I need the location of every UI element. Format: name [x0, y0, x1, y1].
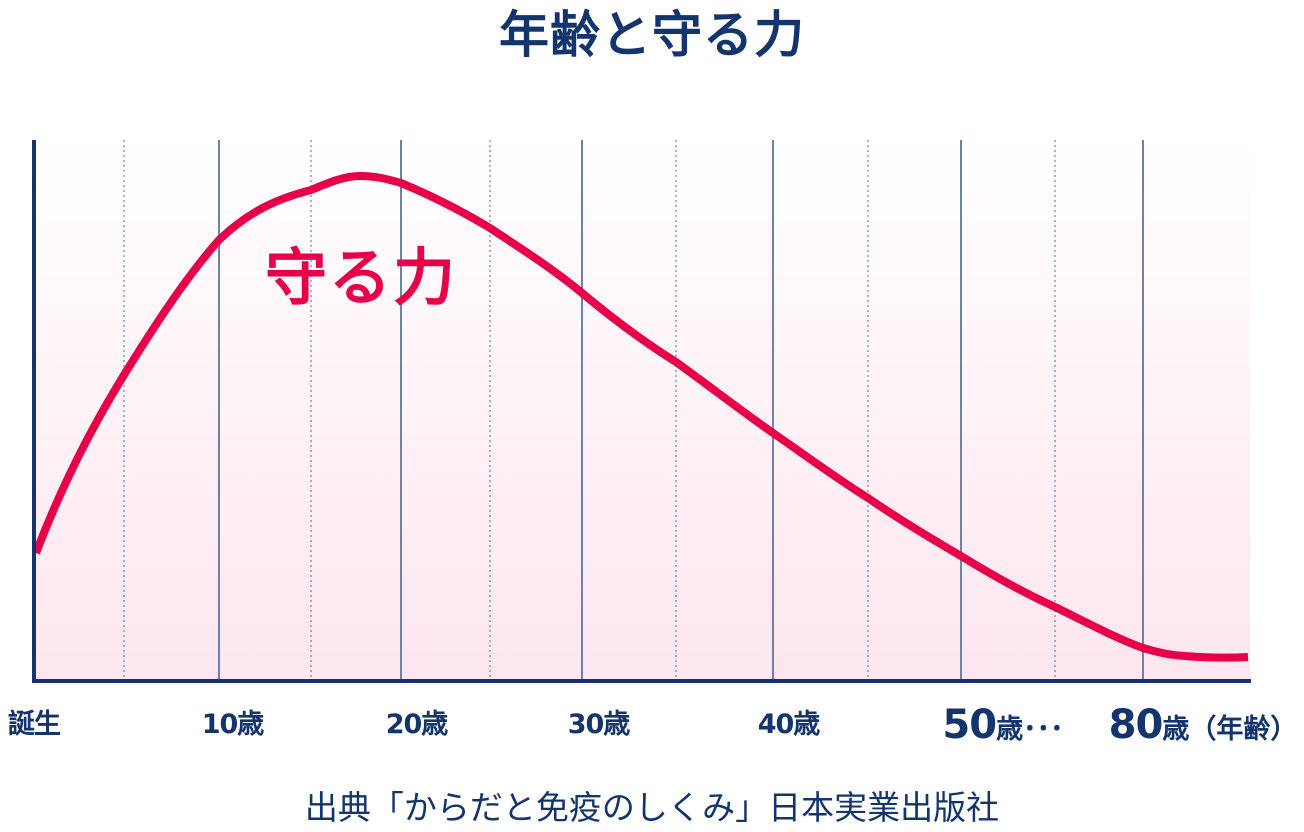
x-tick-unit: 歳 — [793, 709, 821, 740]
x-tick-unit: 歳（年齢） — [1162, 714, 1298, 745]
x-tick-label-40: 40歳 — [758, 700, 821, 750]
dotted-gridlines — [123, 140, 1056, 681]
x-tick-unit: 歳･･･ — [996, 714, 1064, 745]
x-tick-label-30: 30歳 — [568, 700, 631, 750]
x-tick-unit: 歳 — [603, 709, 631, 740]
x-tick-text: 50 — [942, 702, 997, 748]
x-tick-unit: 歳 — [421, 709, 449, 740]
x-tick-label-50: 50歳･･･ — [942, 700, 1063, 755]
x-tick-label-80: 80歳（年齢） — [1109, 700, 1298, 755]
x-tick-unit: 歳 — [237, 709, 265, 740]
plot-background — [34, 140, 1250, 681]
x-tick-label-10: 10歳 — [202, 700, 265, 750]
x-tick-text: 20 — [385, 709, 423, 740]
x-tick-text: 30 — [567, 709, 605, 740]
x-tick-text: 誕生 — [8, 709, 61, 740]
solid-gridlines — [218, 140, 1144, 681]
source-citation: 出典「からだと免疫のしくみ」日本実業出版社 — [304, 788, 1000, 827]
x-tick-label-20: 20歳 — [386, 700, 449, 750]
x-tick-text: 80 — [1108, 702, 1164, 748]
x-tick-text: 40 — [757, 709, 795, 740]
chart-title: 年齢と守る力 — [499, 6, 805, 64]
x-tick-text: 10 — [201, 709, 239, 740]
series-line-defense-power — [32, 172, 1249, 662]
x-tick-label-birth: 誕生 — [8, 700, 61, 750]
series-label: 守る力 — [265, 241, 458, 314]
axes — [32, 140, 1251, 683]
